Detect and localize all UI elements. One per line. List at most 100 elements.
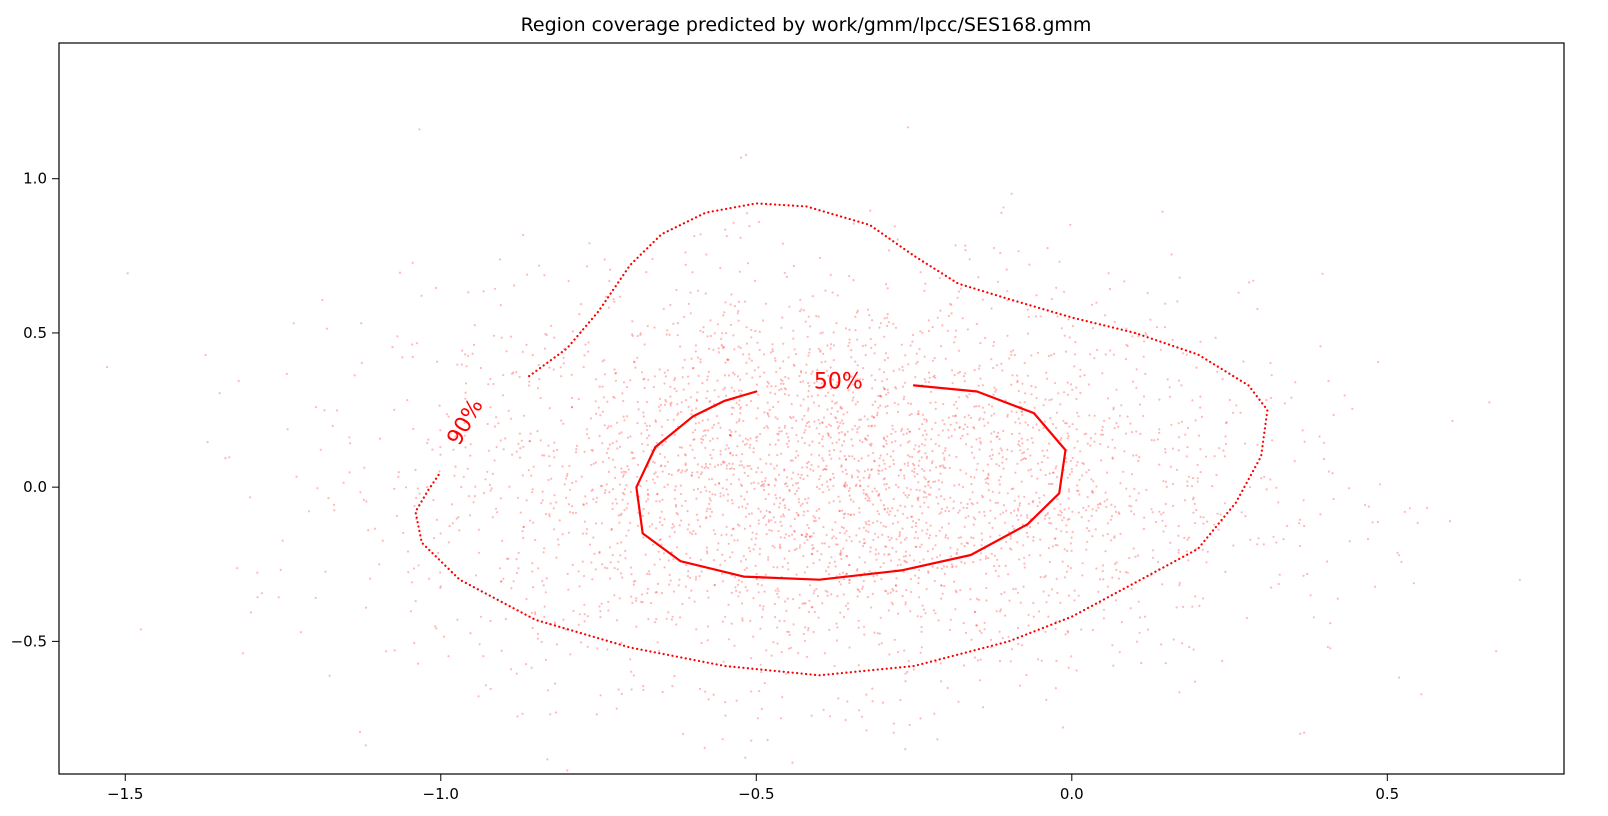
- scatter-point: [499, 439, 502, 442]
- scatter-point: [902, 570, 905, 574]
- scatter-point: [765, 523, 768, 526]
- scatter-point: [640, 371, 644, 374]
- scatter-point: [1195, 508, 1198, 512]
- axes: −1.5 −1.0 −0.5 0.0 0.51.00.50.0−0.5: [11, 170, 1400, 803]
- scatter-point: [875, 490, 878, 493]
- scatter-point: [663, 382, 666, 385]
- scatter-point: [1124, 432, 1128, 435]
- scatter-point: [826, 594, 829, 597]
- scatter-point: [727, 603, 730, 606]
- scatter-point: [730, 413, 734, 416]
- scatter-point: [932, 480, 935, 483]
- scatter-point: [750, 657, 753, 660]
- scatter-point: [1113, 446, 1116, 449]
- scatter-point: [952, 507, 955, 510]
- scatter-point: [1225, 421, 1228, 424]
- scatter-point: [1112, 406, 1115, 409]
- scatter-point: [1192, 648, 1195, 651]
- scatter-point: [788, 305, 791, 308]
- scatter-point: [885, 482, 888, 486]
- scatter-point: [1277, 501, 1280, 504]
- scatter-point: [941, 429, 945, 432]
- scatter-point: [711, 437, 715, 440]
- scatter-point: [799, 298, 802, 301]
- scatter-point: [990, 414, 993, 417]
- scatter-point: [822, 459, 825, 462]
- scatter-point: [549, 713, 552, 716]
- scatter-point: [531, 562, 534, 565]
- scatter-point: [1056, 591, 1059, 595]
- scatter-point: [757, 591, 760, 594]
- scatter-point: [918, 561, 921, 564]
- scatter-point: [607, 425, 610, 428]
- scatter-point: [987, 421, 990, 424]
- scatter-point: [359, 491, 362, 494]
- scatter-point: [944, 357, 947, 360]
- scatter-point: [594, 461, 598, 464]
- scatter-point: [856, 309, 859, 312]
- scatter-point: [1113, 536, 1116, 539]
- scatter-point: [1367, 505, 1370, 508]
- scatter-point: [859, 418, 863, 421]
- scatter-point: [556, 448, 559, 452]
- scatter-point: [929, 534, 932, 537]
- scatter-point: [815, 427, 818, 430]
- scatter-point: [602, 396, 605, 399]
- scatter-point: [571, 396, 574, 399]
- scatter-point: [918, 489, 921, 492]
- scatter-point: [919, 330, 922, 333]
- scatter-point: [555, 556, 558, 559]
- scatter-point: [772, 405, 775, 409]
- scatter-point: [787, 508, 791, 511]
- scatter-point: [922, 496, 925, 499]
- scatter-point: [1196, 477, 1199, 480]
- scatter-point: [700, 465, 704, 468]
- scatter-point: [495, 445, 498, 449]
- scatter-point: [793, 530, 797, 533]
- scatter-point: [963, 525, 966, 528]
- scatter-point: [779, 717, 783, 720]
- scatter-point: [719, 453, 722, 456]
- scatter-point: [973, 456, 976, 459]
- scatter-point: [680, 471, 683, 474]
- scatter-point: [1224, 442, 1228, 446]
- scatter-point: [831, 537, 834, 540]
- scatter-point: [755, 532, 758, 535]
- scatter-point: [893, 401, 896, 404]
- scatter-point: [668, 333, 671, 336]
- scatter-point: [810, 714, 813, 717]
- scatter-point: [1301, 429, 1304, 432]
- scatter-point: [867, 485, 870, 488]
- scatter-point: [806, 421, 809, 425]
- scatter-point: [766, 385, 769, 388]
- scatter-point: [844, 481, 847, 484]
- scatter-point: [567, 531, 571, 534]
- scatter-point: [873, 487, 876, 490]
- scatter-point: [1066, 549, 1069, 553]
- scatter-point: [635, 597, 638, 600]
- scatter-point: [828, 488, 831, 491]
- scatter-point: [1111, 438, 1114, 441]
- scatter-point: [927, 381, 931, 384]
- scatter-point: [843, 483, 847, 486]
- scatter-point: [1076, 411, 1079, 414]
- scatter-point: [744, 153, 748, 156]
- scatter-point: [586, 433, 589, 436]
- scatter-point: [850, 375, 853, 378]
- scatter-point: [607, 600, 610, 604]
- scatter-point: [1112, 408, 1115, 411]
- scatter-point: [722, 461, 725, 464]
- scatter-point: [733, 389, 736, 393]
- scatter-point: [912, 520, 915, 523]
- scatter-point: [951, 566, 954, 569]
- contour-50-line: [635, 384, 1067, 581]
- scatter-point: [732, 473, 735, 476]
- scatter-point: [867, 520, 870, 523]
- scatter-point: [957, 290, 961, 293]
- scatter-point: [1135, 368, 1138, 371]
- scatter-point: [1219, 513, 1222, 516]
- scatter-point: [915, 545, 918, 549]
- scatter-point: [904, 555, 908, 558]
- scatter-point: [599, 484, 603, 488]
- scatter-point: [700, 437, 703, 440]
